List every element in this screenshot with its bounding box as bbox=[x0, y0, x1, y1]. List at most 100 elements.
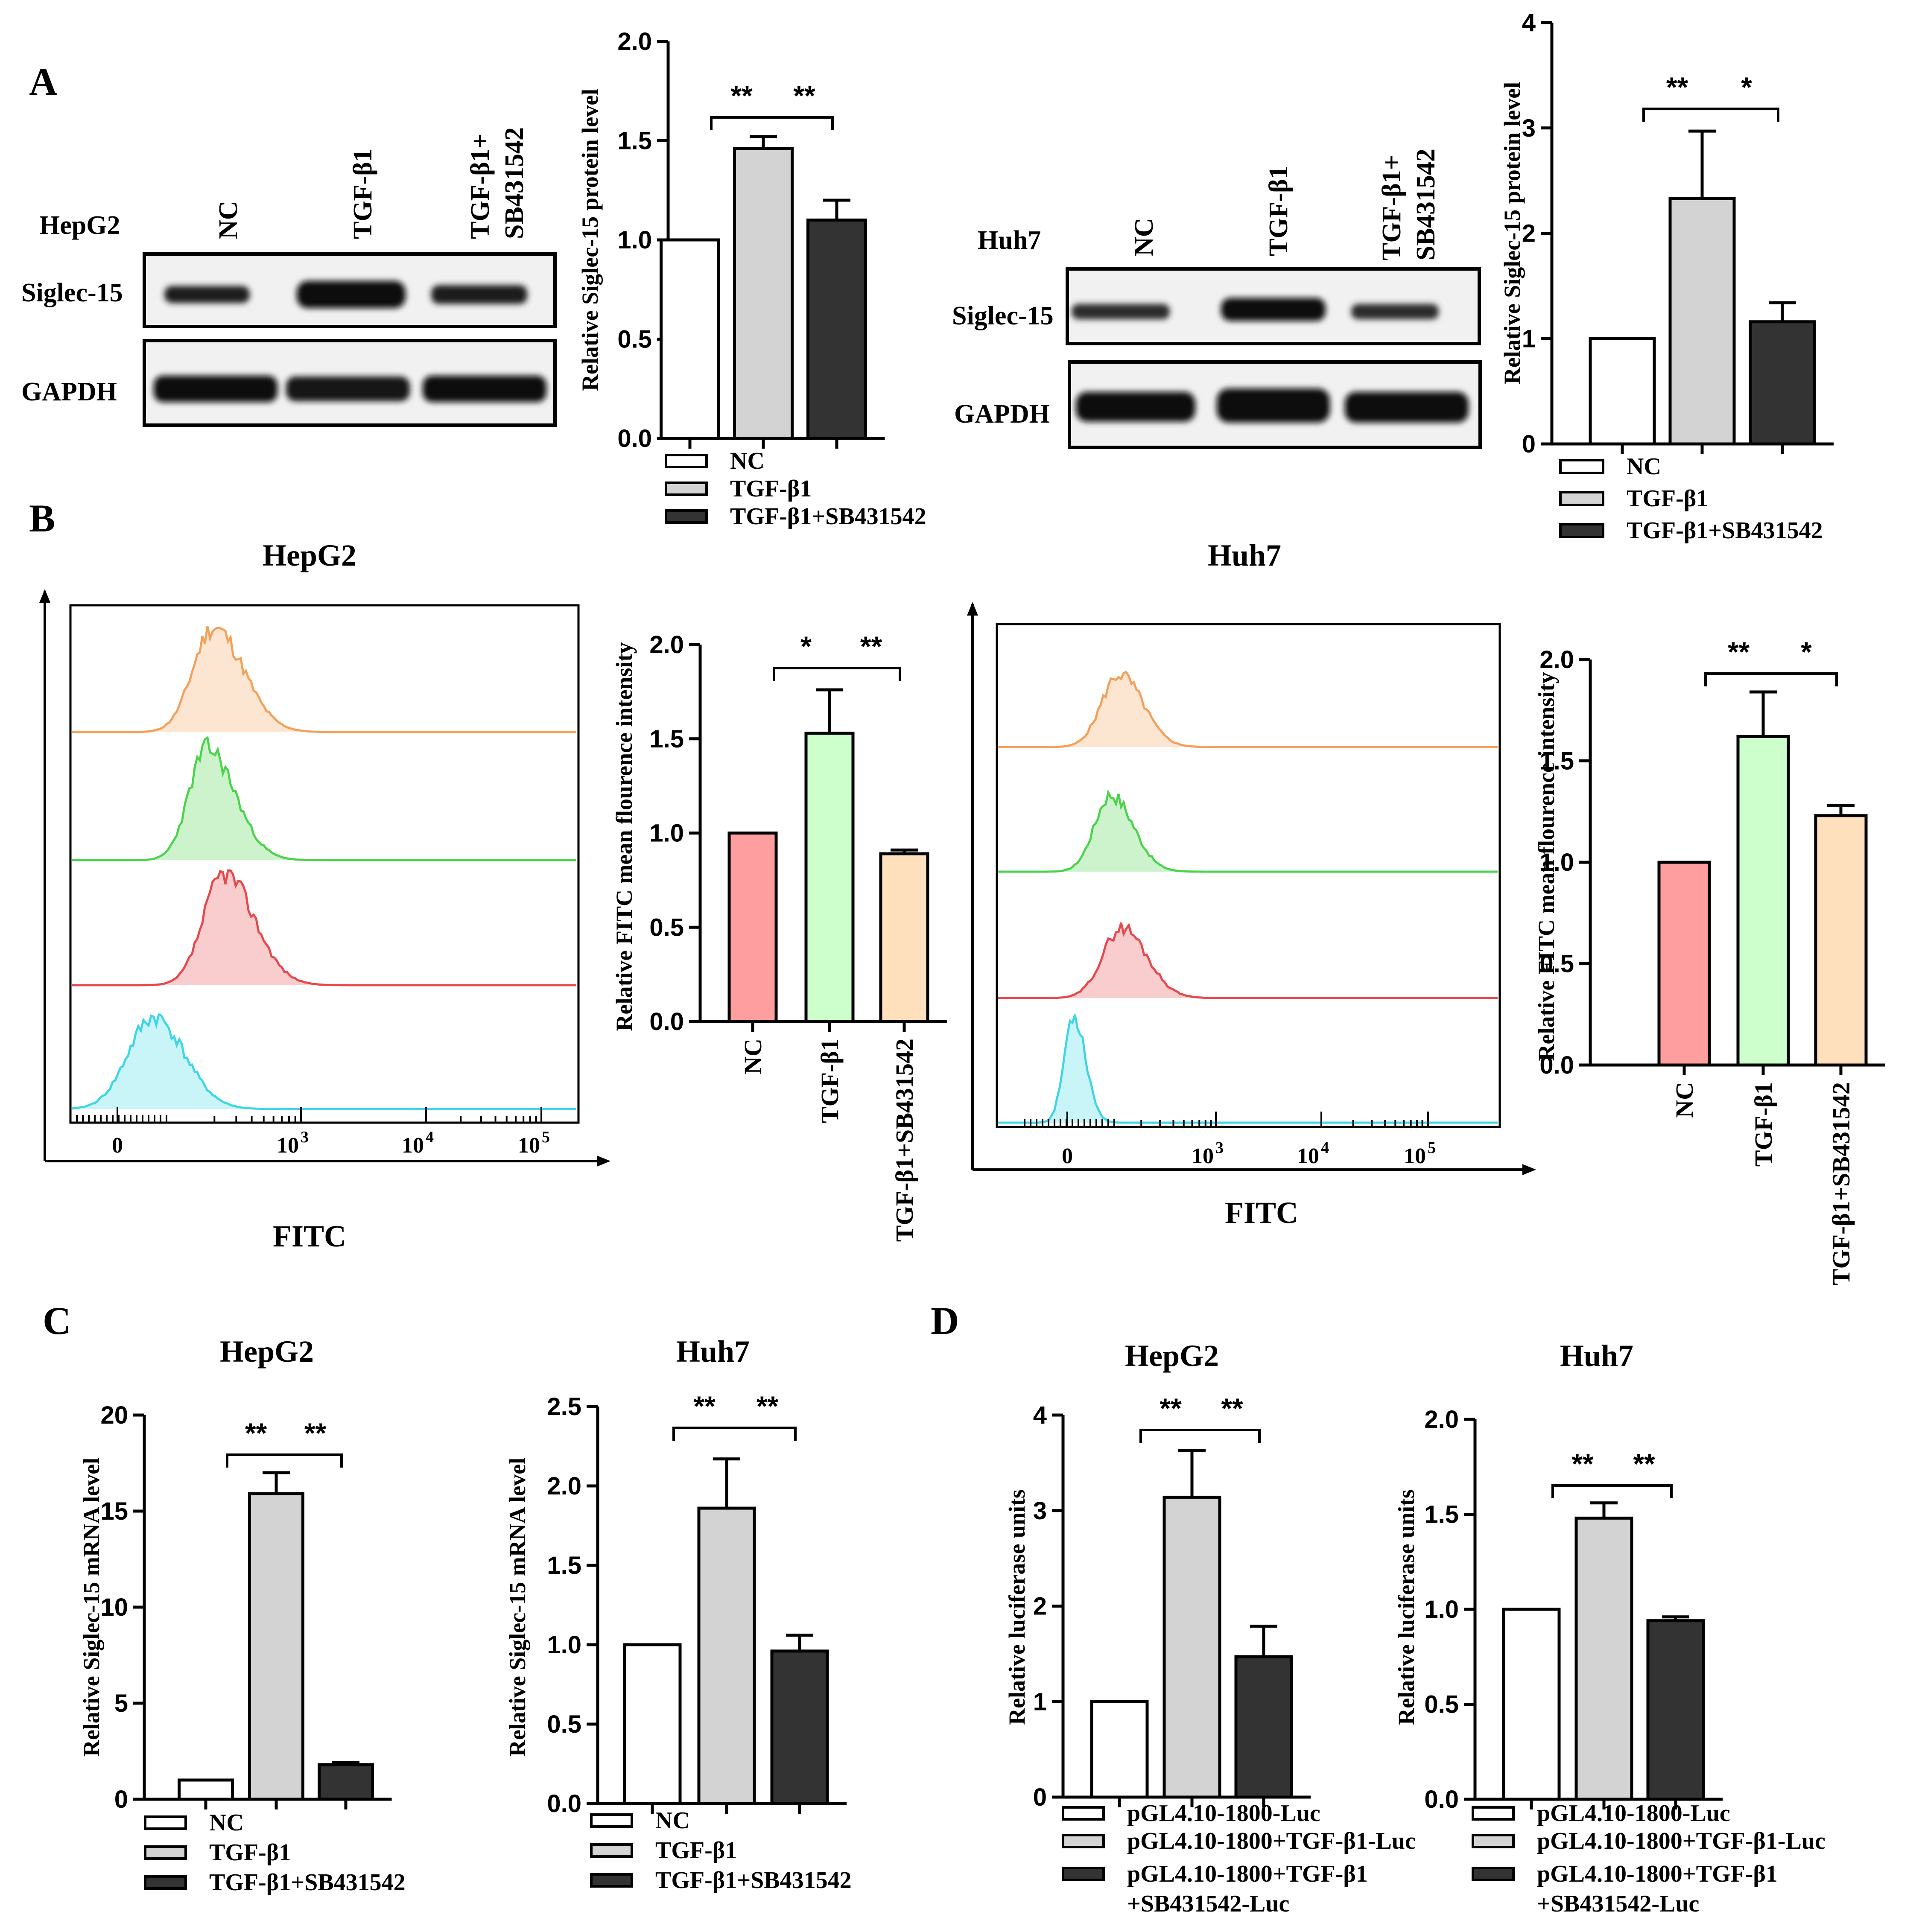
y-axis-title: Relative Siglec-15 protein level bbox=[577, 89, 603, 391]
bar bbox=[1646, 1619, 1705, 1801]
histogram-curve bbox=[998, 1014, 1498, 1124]
flow-plot-frame bbox=[69, 604, 580, 1124]
legend-label: TGF-β1 bbox=[730, 476, 812, 502]
blot-band bbox=[1345, 392, 1469, 423]
legend-swatch bbox=[1472, 1806, 1515, 1821]
y-tick-label: 1 bbox=[1522, 325, 1536, 353]
blot-cell-label: Huh7 bbox=[978, 226, 1041, 255]
significance-mark: ** bbox=[693, 1390, 716, 1422]
y-tick-label: 0.0 bbox=[1424, 1786, 1459, 1813]
histogram-fill bbox=[998, 672, 1498, 747]
legend-label: TGF-β1+SB431542 bbox=[655, 1867, 852, 1894]
y-tick-label: 1 bbox=[1033, 1688, 1047, 1716]
blot-row-label: GAPDH bbox=[954, 400, 1050, 429]
significance-bracket bbox=[773, 667, 901, 681]
significance-mark: ** bbox=[304, 1417, 327, 1449]
significance-mark: ** bbox=[860, 630, 882, 662]
blot-lane-label: TGF-β1+ bbox=[1377, 155, 1406, 260]
blot-cell-label: HepG2 bbox=[39, 211, 120, 240]
axis-arrow bbox=[967, 602, 978, 616]
blot-band bbox=[286, 376, 410, 401]
bar bbox=[770, 1649, 829, 1805]
legend-swatch bbox=[144, 1845, 187, 1860]
bar bbox=[1234, 1655, 1293, 1799]
histogram-fill bbox=[72, 1014, 577, 1109]
blot-band bbox=[1072, 304, 1170, 319]
blot-band bbox=[1351, 304, 1439, 319]
y-tick-label: 0.5 bbox=[547, 1710, 581, 1738]
y-tick-label: 1.5 bbox=[617, 127, 652, 155]
significance-mark: ** bbox=[793, 80, 815, 111]
legend-label: pGL4.10-1800+TGF-β1-Luc bbox=[1127, 1828, 1416, 1854]
flow-tick-exponent: 4 bbox=[426, 1128, 434, 1146]
y-tick-label: 1.0 bbox=[1539, 849, 1574, 876]
legend-swatch bbox=[144, 1815, 187, 1830]
y-tick-label: 1.5 bbox=[1539, 747, 1574, 775]
y-tick-label: 0.0 bbox=[1539, 1051, 1574, 1079]
histogram-curve bbox=[71, 1013, 576, 1110]
y-axis-title: Relative FITC mean flourence intensity bbox=[611, 642, 637, 1031]
significance-mark: ** bbox=[1666, 71, 1688, 103]
significance-mark: ** bbox=[1221, 1392, 1243, 1424]
blot-band bbox=[154, 376, 277, 402]
legend-swatch bbox=[1062, 1806, 1105, 1821]
legend-label: +SB431542-Luc bbox=[1537, 1891, 1699, 1917]
y-axis-title: Relative luciferase units bbox=[1393, 1489, 1419, 1725]
significance-bracket bbox=[1704, 672, 1838, 686]
flow-tick-exponent: 4 bbox=[1321, 1139, 1329, 1157]
blot-band bbox=[1076, 392, 1195, 422]
legend-label: pGL4.10-1800-Luc bbox=[1537, 1800, 1730, 1827]
blot-row-label: Siglec-15 bbox=[952, 301, 1054, 330]
histogram-curve bbox=[72, 869, 576, 986]
y-tick-label: 0.0 bbox=[547, 1790, 581, 1818]
y-tick-label: 4 bbox=[1033, 1401, 1047, 1429]
y-tick-label: 2.0 bbox=[617, 28, 652, 55]
bar-chart-c-hepg2: 0 5 10 15 20 Relative Siglec-15 mRNA level ** *… bbox=[79, 1401, 406, 1896]
x-category-label: TGF-β1 bbox=[816, 1039, 844, 1123]
legend-swatch bbox=[144, 1875, 187, 1890]
legend-label: NC bbox=[655, 1807, 690, 1834]
legend-label: TGF-β1+SB431542 bbox=[730, 503, 926, 530]
histogram-curve bbox=[998, 789, 1498, 873]
histogram-fill bbox=[72, 870, 577, 985]
flow-x-ticks bbox=[1024, 1112, 1429, 1127]
y-tick-label: 0 bbox=[1522, 430, 1536, 458]
bar bbox=[623, 1643, 682, 1805]
blot-lane-label: TGF-β1+ bbox=[466, 134, 495, 239]
significance-mark: ** bbox=[757, 1390, 779, 1422]
y-tick-label: 5 bbox=[114, 1690, 128, 1717]
blot-band bbox=[1221, 298, 1326, 321]
bar bbox=[660, 238, 720, 440]
histogram-stack bbox=[71, 626, 577, 1110]
y-tick-label: 1.0 bbox=[617, 226, 652, 254]
bar-chart-d-huh7: 0.0 0.5 1.0 1.5 2.0 Relative luciferase units… bbox=[1393, 1406, 1826, 1917]
panel-label-b: B bbox=[29, 496, 55, 540]
flow-x-title: FITC bbox=[273, 1219, 346, 1253]
legend-label: TGF-β1 bbox=[655, 1837, 737, 1864]
significance-mark: ** bbox=[730, 80, 753, 111]
y-axis-title: Relative Siglec-15 protein level bbox=[1499, 82, 1525, 384]
flow-tick-exponent: 5 bbox=[1428, 1139, 1436, 1157]
y-tick-label: 1.5 bbox=[1424, 1501, 1459, 1529]
y-tick-label: 2.0 bbox=[1424, 1406, 1459, 1433]
panel-label-c: C bbox=[43, 1299, 71, 1342]
blot-band bbox=[297, 281, 406, 308]
y-tick-label: 10 bbox=[100, 1593, 128, 1621]
bar bbox=[879, 852, 929, 1023]
y-axis-title: Relative Siglec-15 mRNA level bbox=[505, 1458, 530, 1757]
flow-histogram-huh7: Huh7 0 10 3 10 4 10 5 FITC bbox=[967, 538, 1536, 1230]
blot-band bbox=[1217, 388, 1330, 423]
axis-arrow bbox=[39, 589, 50, 603]
significance-mark: * bbox=[800, 630, 812, 662]
legend-label: TGF-β1+SB431542 bbox=[1627, 517, 1823, 544]
y-tick-label: 0.5 bbox=[649, 913, 684, 941]
bar bbox=[1814, 814, 1868, 1067]
legend-label: TGF-β1+SB431542 bbox=[209, 1869, 406, 1896]
y-tick-label: 1.0 bbox=[547, 1631, 581, 1659]
bar bbox=[804, 732, 855, 1023]
legend-swatch bbox=[665, 482, 708, 496]
bar-chart-b-hepg2: 0.0 0.5 1.0 1.5 2.0 Relative FITC mean floure… bbox=[611, 630, 947, 1242]
bar bbox=[1668, 197, 1736, 446]
flow-tick-label: 10 bbox=[518, 1133, 540, 1158]
